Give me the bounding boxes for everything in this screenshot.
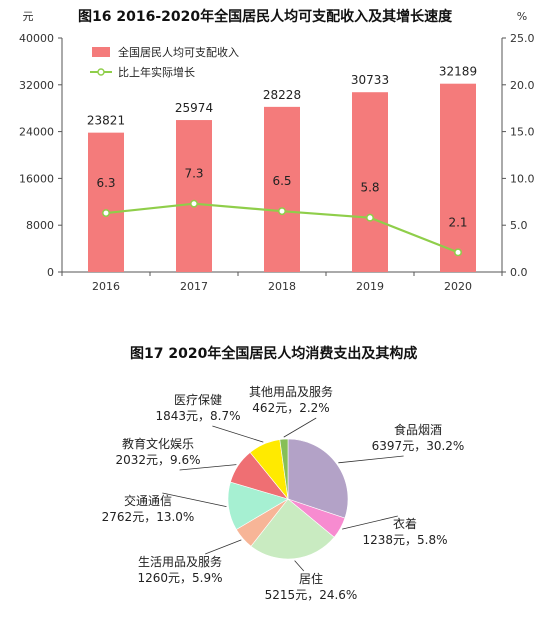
right-tick-label: 5.0 [510, 219, 528, 232]
legend-bar-swatch [92, 47, 110, 57]
growth-point [454, 248, 462, 257]
growth-value-label: 5.8 [360, 181, 379, 195]
x-tick-label: 2019 [356, 280, 384, 293]
left-tick-label: 8000 [26, 219, 54, 232]
x-tick-label: 2018 [268, 280, 296, 293]
pie-leader-line [342, 515, 398, 530]
pie-leader-line [283, 417, 317, 438]
pie-leader-line [338, 455, 404, 464]
left-tick-label: 40000 [19, 32, 54, 45]
growth-value-label: 7.3 [184, 167, 203, 181]
growth-point [278, 207, 286, 216]
pie-leader-line [205, 539, 242, 555]
pie-slice-value: 6397元，30.2% [372, 439, 465, 453]
pie-slice [287, 438, 349, 519]
pie-leader-line [179, 464, 237, 471]
pie-slice-label: 食品烟酒 [394, 422, 442, 437]
right-tick-label: 0.0 [510, 266, 528, 279]
pie-slice [250, 498, 335, 560]
legend-line-label: 比上年实际增长 [118, 65, 195, 79]
left-tick-label: 16000 [19, 172, 54, 185]
pie-slice-label: 生活用品及服务 [138, 554, 222, 569]
left-tick-label: 0 [47, 266, 54, 279]
pie-leader-line [212, 425, 264, 443]
pie-slice-label: 其他用品及服务 [249, 384, 333, 399]
x-tick-label: 2020 [444, 280, 472, 293]
chart-title-income: 图16 2016-2020年全国居民人均可支配收入及其增长速度 [78, 9, 453, 25]
bar [176, 120, 212, 273]
pie-slice-value: 2032元，9.6% [115, 453, 200, 467]
bar-value-label: 30733 [351, 73, 389, 87]
x-tick-label: 2016 [92, 280, 120, 293]
right-tick-label: 10.0 [510, 172, 535, 185]
pie-slice-value: 1260元，5.9% [137, 571, 222, 585]
pie-slice-label: 医疗保健 [174, 393, 222, 407]
left-axis-unit: 元 [23, 10, 34, 23]
legend-bar-label: 全国居民人均可支配收入 [118, 45, 239, 59]
growth-point [102, 209, 110, 217]
pie-slice-value: 2762元，13.0% [102, 510, 195, 524]
bar [264, 106, 300, 272]
pie-slice-value: 1238元，5.8% [362, 533, 447, 547]
bar [352, 92, 388, 273]
growth-value-label: 6.5 [272, 174, 291, 188]
pie-leader-line [162, 492, 227, 508]
pie-slice-value: 5215元，24.6% [265, 588, 358, 602]
pie-slice-value: 1843元，8.7% [155, 409, 240, 423]
left-tick-label: 24000 [19, 126, 54, 139]
right-axis-unit: % [517, 10, 527, 23]
right-tick-label: 25.0 [510, 32, 535, 45]
pie-slice-label: 交通通信 [124, 493, 172, 508]
pie-slice-label: 教育文化娱乐 [122, 436, 194, 451]
legend-line-marker [97, 68, 105, 76]
pie-slice-label: 居住 [299, 572, 323, 586]
growth-value-label: 2.1 [448, 215, 467, 229]
bar-value-label: 32189 [439, 65, 477, 79]
income-growth-chart: 元 % 0 8000 16000 24000 32000 40000 0.0 5.0 10.0 15.… [19, 10, 535, 293]
bar-value-label: 28228 [263, 88, 301, 102]
pie-slice [279, 438, 289, 500]
pie-leader-line [294, 560, 305, 572]
chart-title-consumption: 图17 2020年全国居民人均消费支出及其构成 [130, 346, 418, 362]
growth-value-label: 6.3 [96, 176, 115, 190]
bar-value-label: 25974 [175, 101, 213, 115]
bar [440, 83, 476, 272]
left-tick-label: 32000 [19, 79, 54, 92]
pie-slice-label: 衣着 [393, 516, 417, 531]
growth-point [190, 199, 198, 208]
pie-slice-value: 462元，2.2% [252, 401, 329, 415]
right-tick-label: 20.0 [510, 79, 535, 92]
x-tick-label: 2017 [180, 280, 208, 293]
bar [88, 132, 124, 272]
right-tick-label: 15.0 [510, 126, 535, 139]
growth-point [366, 213, 374, 222]
bar-value-label: 23821 [87, 114, 125, 128]
